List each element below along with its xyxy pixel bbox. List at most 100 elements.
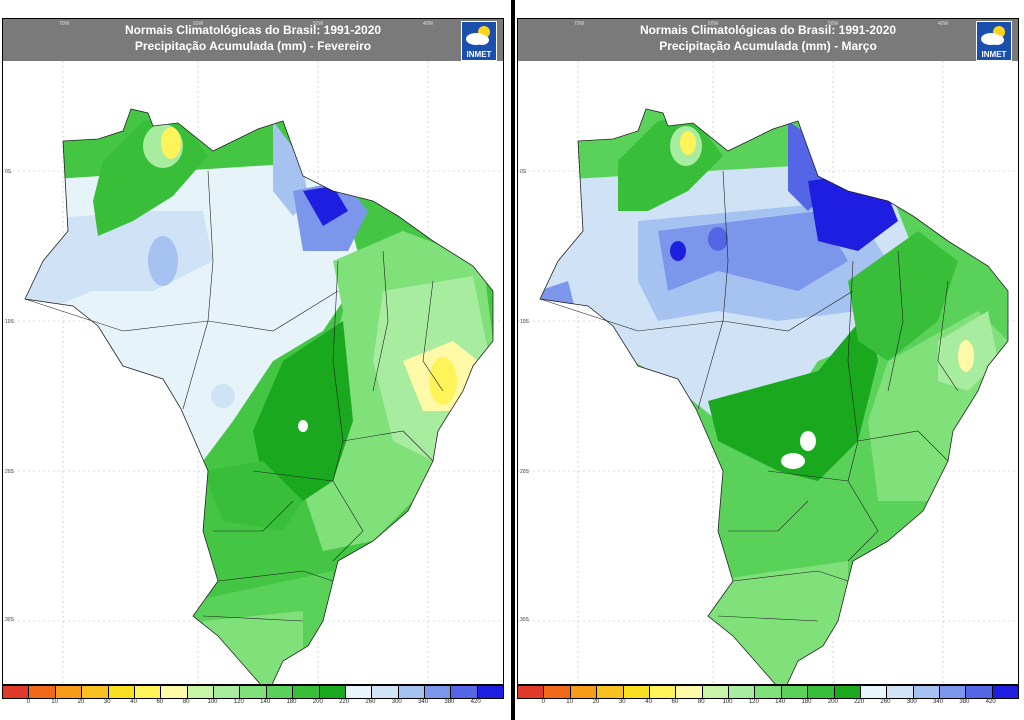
legend-color-cell (649, 686, 677, 698)
legend-label: 100 (207, 699, 218, 705)
legend-color-cell (266, 686, 294, 698)
legend-colorbar (517, 685, 1019, 699)
legend-color-cell (29, 686, 56, 698)
map-panel-february: Normais Climatológicas do Brasil: 1991-2… (2, 18, 504, 685)
legend-color-cell (966, 686, 993, 698)
legend-label: 340 (418, 699, 429, 705)
lon-tick: 70W (574, 21, 585, 27)
lat-tick: 0S (520, 169, 527, 175)
legend-color-cell (518, 686, 545, 698)
legend-color-cell (913, 686, 940, 698)
legend-color-cell (623, 686, 650, 698)
legend-color-cell (187, 686, 214, 698)
legend-label: 140 (260, 699, 271, 705)
legend-label: 260 (365, 699, 376, 705)
legend-color-cell (834, 686, 861, 698)
panel-divider (511, 0, 515, 720)
lat-tick: 10S (5, 319, 14, 325)
lat-tick: 10S (520, 319, 529, 325)
legend-color-cell (55, 686, 83, 698)
lat-tick: 20S (5, 469, 14, 475)
legend-label: 140 (775, 699, 786, 705)
legend-color-cell (477, 686, 504, 698)
legend-label: 380 (959, 699, 970, 705)
legend-color-cell (781, 686, 809, 698)
legend-label: 30 (103, 699, 111, 705)
legend-label: 120 (233, 699, 244, 705)
legend-label: 80 (182, 699, 190, 705)
legend-label: 420 (470, 699, 481, 705)
legend-label: 120 (748, 699, 759, 705)
legend-label: 20 (592, 699, 600, 705)
legend-color-cell (345, 686, 373, 698)
legend-color-cell (597, 686, 624, 698)
panel-subtitle: Precipitação Acumulada (mm) - Março (659, 39, 877, 53)
legend-label: 200 (312, 699, 323, 705)
lon-tick: 60W (708, 21, 719, 27)
legend-label: 380 (444, 699, 455, 705)
lat-tick: 30S (5, 617, 14, 623)
precipitation-map-february (3, 61, 503, 684)
lon-tick: 50W (828, 21, 839, 27)
legend-color-cell (702, 686, 729, 698)
legend-label: 300 (391, 699, 402, 705)
legend-color-cell (808, 686, 835, 698)
legend-color-cell (887, 686, 914, 698)
precip-fill (25, 109, 493, 684)
legend-color-cell (755, 686, 782, 698)
legend-color-cell (240, 686, 267, 698)
legend-labels: 0 10 20 30 40 60 80 100 120 140 180 200 220 260 300 340… (517, 699, 1017, 709)
legend-color-cell (729, 686, 756, 698)
legend-label: 20 (77, 699, 85, 705)
legend-color-cell (544, 686, 571, 698)
inmet-logo: INMET (461, 21, 497, 61)
legend-color-cell (398, 686, 425, 698)
legend-color-cell (940, 686, 967, 698)
legend-labels: 0 10 20 30 40 60 80 100 120 140 180 200 220 260 300 340… (2, 699, 502, 709)
legend-label: 220 (339, 699, 350, 705)
lon-tick: 60W (193, 21, 204, 27)
legend-color-cell (372, 686, 399, 698)
legend-label: 200 (827, 699, 838, 705)
panel-header: Normais Climatológicas do Brasil: 1991-2… (518, 19, 1018, 61)
legend-color-cell (860, 686, 888, 698)
legend-color-cell (134, 686, 162, 698)
legend-color-cell (992, 686, 1019, 698)
legend-label: 300 (906, 699, 917, 705)
panel-title: Normais Climatológicas do Brasil: 1991-2… (124, 23, 382, 37)
panel-subtitle: Precipitação Acumulada (mm) - Fevereiro (134, 39, 372, 53)
legend-color-cell (293, 686, 320, 698)
legend-label: 40 (130, 699, 137, 705)
legend-label: 340 (933, 699, 944, 705)
state-borders (24, 170, 444, 622)
legend-label: 100 (722, 699, 733, 705)
legend-label: 40 (645, 699, 652, 705)
lon-tick: 50W (313, 21, 324, 27)
legend-colorbar (2, 685, 504, 699)
legend-color-cell (161, 686, 188, 698)
legend-label: 180 (801, 699, 812, 705)
cloud-sun-icon (981, 26, 1005, 45)
legend-label: 30 (618, 699, 626, 705)
legend-label: 10 (51, 699, 58, 705)
legend-color-cell (108, 686, 135, 698)
legend-label: 60 (156, 699, 164, 705)
legend-label: 80 (697, 699, 705, 705)
cloud-sun-icon (466, 26, 490, 45)
legend-label: 0 (541, 699, 545, 705)
panel-header: Normais Climatológicas do Brasil: 1991-2… (3, 19, 503, 61)
legend-color-cell (425, 686, 452, 698)
logo-text: INMET (981, 50, 1007, 59)
state-borders (539, 170, 959, 622)
legend-color-cell (570, 686, 598, 698)
inmet-logo: INMET (976, 21, 1012, 61)
legend-label: 420 (985, 699, 996, 705)
legend-color-cell (214, 686, 241, 698)
precipitation-map-march (518, 61, 1018, 684)
logo-text: INMET (466, 50, 492, 59)
legend-color-cell (3, 686, 30, 698)
legend-label: 0 (26, 699, 30, 705)
legend-label: 10 (566, 699, 573, 705)
lon-tick: 40W (423, 21, 434, 27)
legend-color-cell (319, 686, 346, 698)
